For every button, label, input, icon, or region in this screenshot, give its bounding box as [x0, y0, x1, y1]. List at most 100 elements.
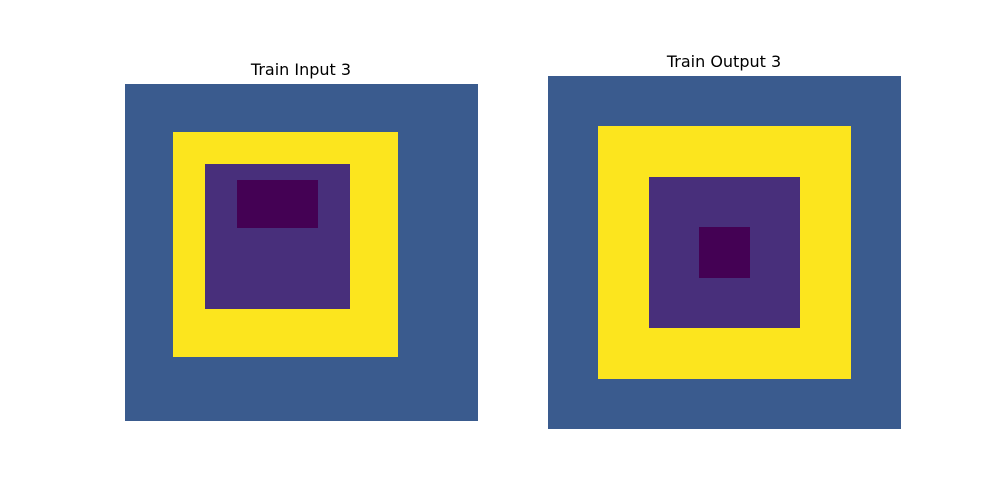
- panel-title-output: Train Output 3: [666, 52, 782, 71]
- grid-cell: [461, 260, 478, 277]
- grid-cell: [317, 372, 334, 389]
- grid-cell: [269, 100, 286, 117]
- grid-cell: [413, 132, 430, 149]
- grid-cell: [221, 276, 238, 293]
- grid-cell: [397, 308, 414, 325]
- grid-cell: [333, 212, 350, 229]
- grid-cell: [850, 328, 901, 379]
- grid-cell: [648, 76, 700, 127]
- grid-cell: [237, 372, 254, 389]
- grid-cell: [349, 196, 366, 213]
- grid-cell: [429, 356, 446, 373]
- grid-cell: [237, 356, 254, 373]
- grid-cell: [461, 356, 478, 373]
- grid-cell: [333, 180, 350, 197]
- grid-cell: [125, 308, 142, 325]
- grid-cell: [269, 388, 286, 405]
- grid-cell: [445, 116, 462, 133]
- grid-cell: [253, 340, 270, 357]
- grid-cell: [173, 308, 190, 325]
- grid-cell: [285, 308, 302, 325]
- grid-cell: [205, 196, 222, 213]
- grid-cell: [157, 148, 174, 165]
- grid-cell: [333, 372, 350, 389]
- grid-cell: [648, 328, 700, 379]
- grid-cell: [173, 340, 190, 357]
- grid-cell: [397, 196, 414, 213]
- grid-cell: [429, 372, 446, 389]
- grid-cell: [221, 372, 238, 389]
- grid-cell: [269, 292, 286, 309]
- grid-cell: [301, 84, 318, 101]
- grid-cell: [269, 196, 286, 213]
- grid-cell: [205, 308, 222, 325]
- grid-cell: [285, 276, 302, 293]
- grid-cell: [125, 324, 142, 341]
- grid-cell: [598, 227, 649, 278]
- grid-cell: [445, 292, 462, 309]
- grid-cell: [381, 356, 398, 373]
- grid-cell: [648, 227, 700, 278]
- grid-cell: [381, 228, 398, 245]
- grid-cell: [237, 404, 254, 421]
- grid-cell: [365, 388, 382, 405]
- grid-cell: [598, 277, 649, 329]
- grid-cell: [429, 404, 446, 421]
- grid-cell: [157, 212, 174, 229]
- grid-cell: [157, 196, 174, 213]
- grid-cell: [221, 244, 238, 261]
- grid-cell: [269, 404, 286, 421]
- grid-cell: [157, 324, 174, 341]
- grid-cell: [749, 277, 801, 329]
- grid-cell: [850, 227, 901, 278]
- grid-cell: [333, 356, 350, 373]
- grid-cell: [333, 228, 350, 245]
- grid-cell: [397, 132, 414, 149]
- grid-cell: [285, 180, 302, 197]
- grid-cell: [317, 116, 334, 133]
- grid-cell: [381, 116, 398, 133]
- grid-cell: [413, 228, 430, 245]
- grid-cell: [598, 126, 649, 177]
- grid-cell: [221, 132, 238, 149]
- grid-cell: [413, 148, 430, 165]
- grid-cell: [173, 292, 190, 309]
- grid-cell: [349, 404, 366, 421]
- grid-cell: [237, 340, 254, 357]
- grid-cell: [381, 292, 398, 309]
- grid-cell: [381, 372, 398, 389]
- grid-cell: [445, 404, 462, 421]
- grid-cell: [301, 164, 318, 181]
- grid-cell: [397, 340, 414, 357]
- grid-cell: [253, 292, 270, 309]
- grid-cell: [301, 276, 318, 293]
- grid-cell: [189, 164, 206, 181]
- grid-cell: [317, 228, 334, 245]
- grid-cell: [445, 100, 462, 117]
- grid-cell: [413, 116, 430, 133]
- grid-cell: [461, 132, 478, 149]
- grid-cell: [413, 84, 430, 101]
- grid-cell: [269, 276, 286, 293]
- grid-cell: [141, 228, 158, 245]
- grid-cell: [253, 308, 270, 325]
- grid-cell: [285, 260, 302, 277]
- grid-cell: [269, 164, 286, 181]
- grid-cell: [429, 132, 446, 149]
- grid-cell: [365, 196, 382, 213]
- grid-cell: [381, 244, 398, 261]
- grid-cell: [749, 176, 801, 228]
- grid-cell: [125, 404, 142, 421]
- grid-cell: [205, 100, 222, 117]
- grid-cell: [365, 116, 382, 133]
- grid-cell: [125, 244, 142, 261]
- grid-cell: [173, 244, 190, 261]
- grid-cell: [699, 328, 750, 379]
- grid-cell: [365, 212, 382, 229]
- grid-cell: [253, 164, 270, 181]
- grid-cell: [445, 260, 462, 277]
- grid-cell: [800, 227, 851, 278]
- grid-cell: [445, 276, 462, 293]
- grid-cell: [189, 356, 206, 373]
- grid-cell: [205, 356, 222, 373]
